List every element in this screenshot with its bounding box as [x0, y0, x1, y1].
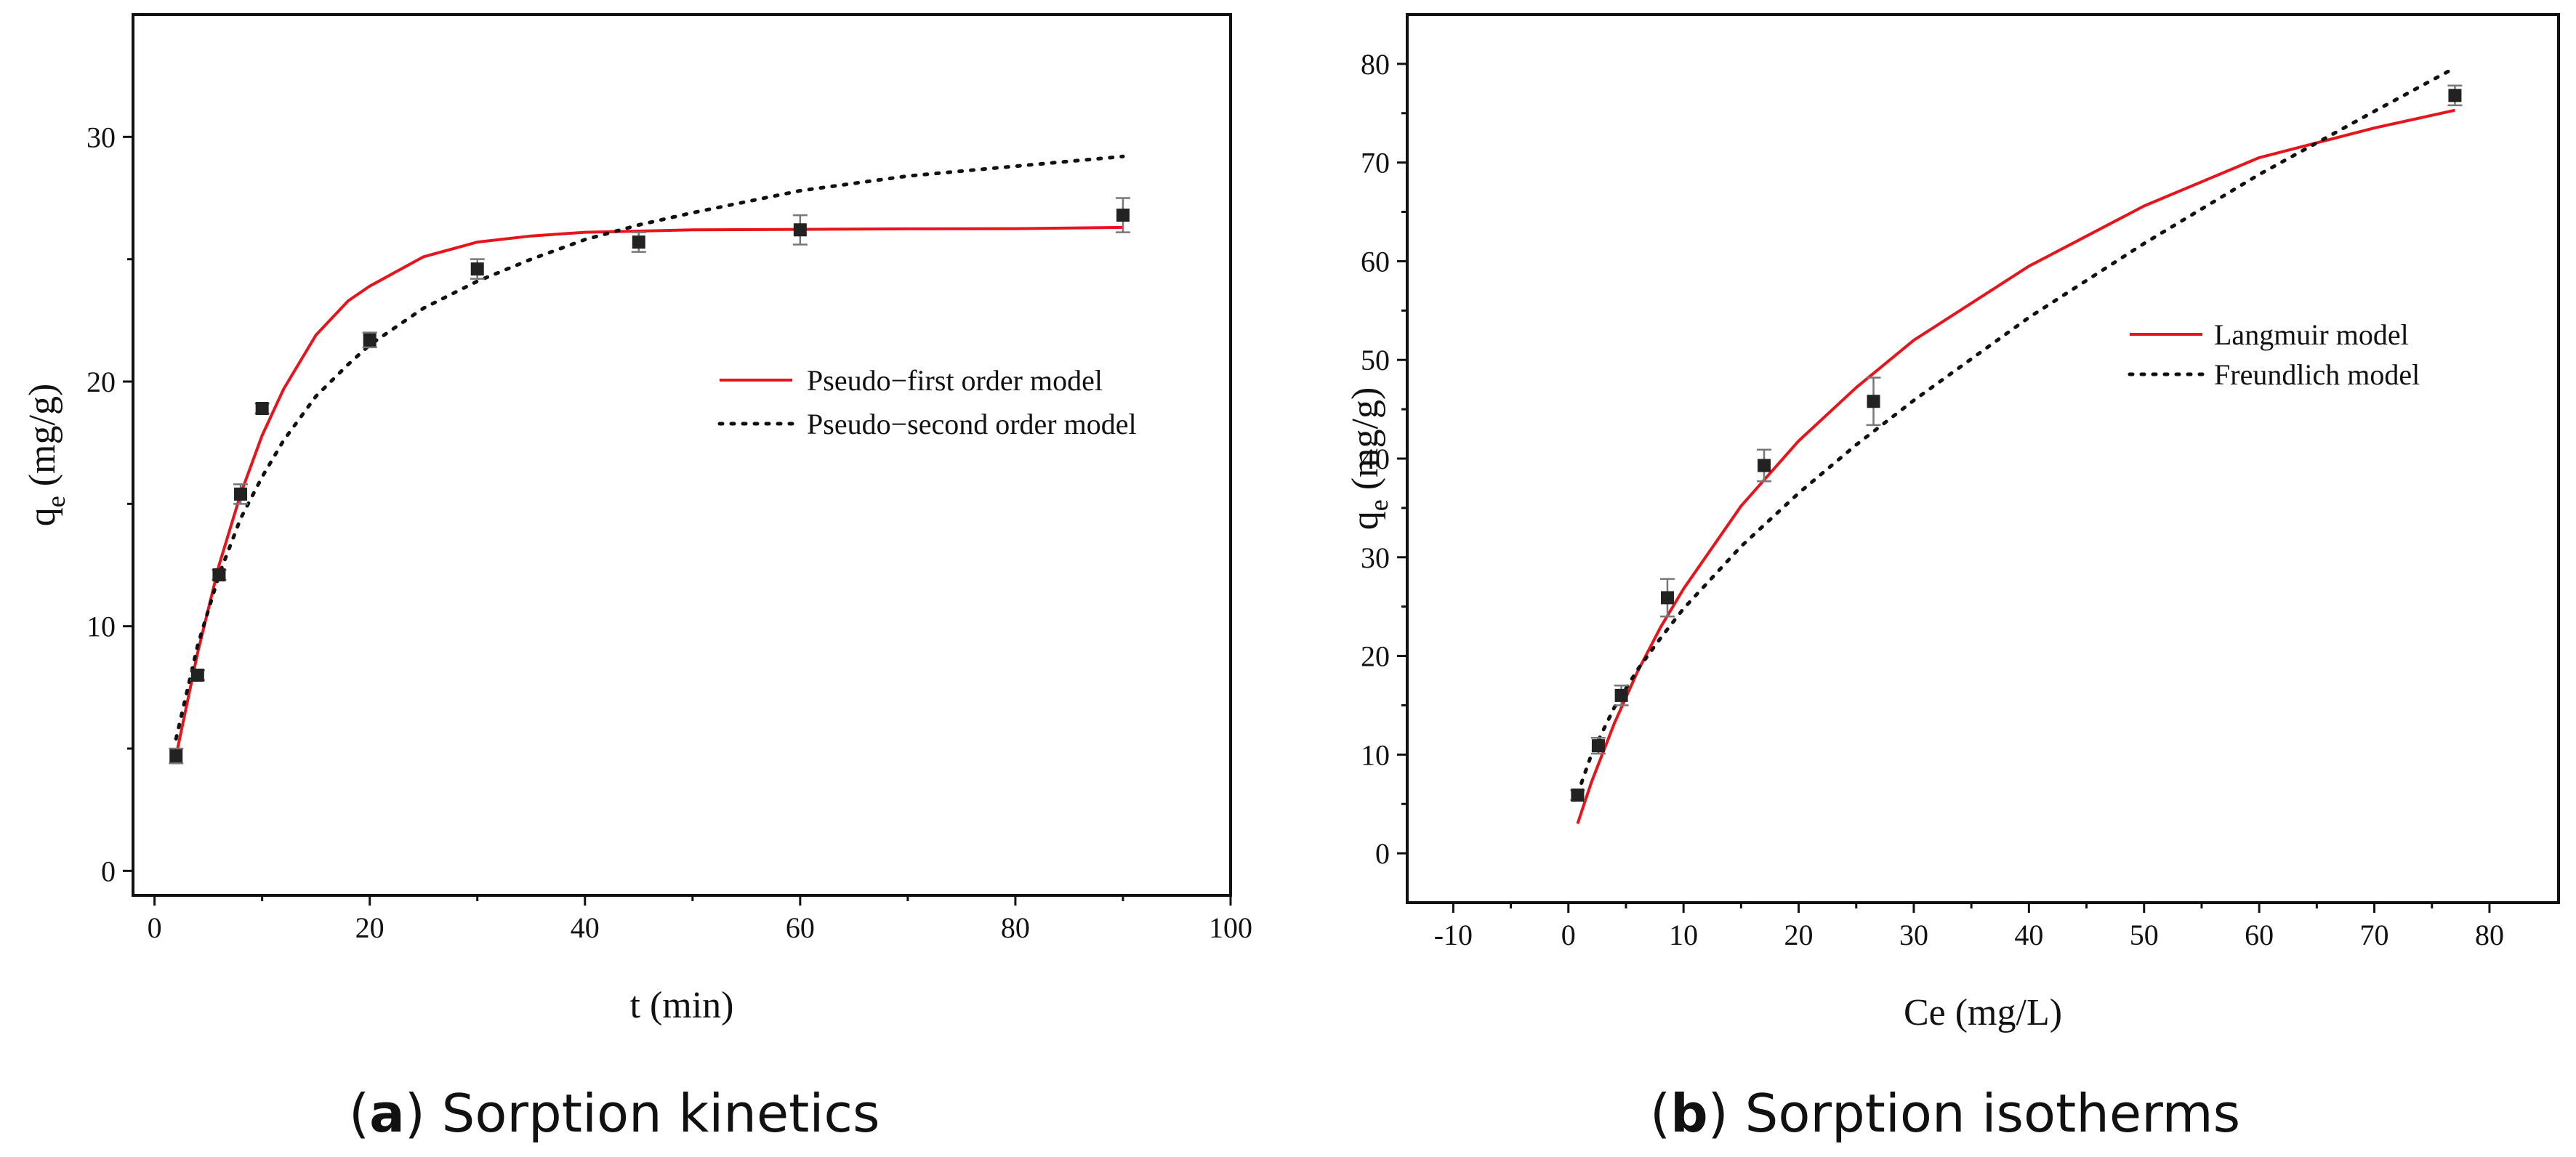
- y-tick-label: 60: [1361, 245, 1390, 278]
- y-tick-label: 50: [1361, 344, 1390, 376]
- y-tick-label: 10: [86, 610, 116, 643]
- data-point: [169, 749, 183, 763]
- x-tick-label: 30: [1899, 919, 1928, 951]
- legend-label-pfo: Pseudo−first order model: [807, 364, 1103, 397]
- x-tick-label: 0: [1561, 919, 1576, 951]
- model-curves: [1575, 65, 2457, 825]
- x-tick-label: 20: [1784, 919, 1814, 951]
- x-tick-label: 60: [786, 911, 815, 944]
- data-point: [470, 262, 484, 276]
- data-point: [793, 223, 807, 237]
- y-tick-label: 30: [1361, 541, 1390, 574]
- x-tick-label: 10: [1669, 919, 1698, 951]
- legend-label-freundlich: Freundlich model: [2214, 358, 2420, 391]
- x-tick-label: 80: [1001, 911, 1030, 944]
- data-points: [1570, 84, 2463, 802]
- panel-a-kinetics-chart: 0 20 40 60 80 100 0 10 20 30 Pseudo−first order m…: [22, 13, 1252, 1026]
- x-tick-label: 100: [1209, 911, 1252, 944]
- data-point: [255, 402, 269, 416]
- plot-frame: [132, 13, 1232, 897]
- x-tick-label: 20: [355, 911, 385, 944]
- dotted-model-curve: [1575, 65, 2457, 797]
- x-tick-label: 0: [148, 911, 162, 944]
- x-tick-label: 40: [2014, 919, 2043, 951]
- y-tick-label: 0: [101, 855, 116, 887]
- y-tick-label: 0: [1375, 837, 1390, 870]
- legend-label-pso: Pseudo−second order model: [807, 408, 1137, 440]
- data-point: [363, 333, 377, 347]
- data-point: [1660, 591, 1674, 605]
- legend: Pseudo−first order model Pseudo−second o…: [717, 364, 1137, 440]
- x-tick-label: 70: [2360, 919, 2389, 951]
- dotted-model-curve: [174, 154, 1125, 741]
- data-points: [169, 197, 1130, 765]
- x-tick-label: 60: [2245, 919, 2274, 951]
- x-tick-label: 40: [571, 911, 600, 944]
- caption-b: (b) Sorption isotherms: [1650, 1083, 2241, 1144]
- caption-a-text: Sorption kinetics: [424, 1083, 880, 1144]
- x-tick-label: -10: [1434, 919, 1473, 951]
- model-curves: [174, 154, 1125, 757]
- caption-b-text: Sorption isotherms: [1728, 1083, 2241, 1144]
- data-point: [1614, 688, 1628, 702]
- data-point: [1758, 459, 1771, 472]
- data-point: [1116, 209, 1130, 222]
- legend: Langmuir model Freundlich model: [2128, 318, 2420, 391]
- y-axis-label: qe (mg/g): [22, 384, 71, 527]
- solid-model-curve: [1576, 108, 2455, 825]
- y-tick-label: 40: [1361, 443, 1390, 475]
- x-tick-label: 80: [2475, 919, 2504, 951]
- caption-a: (a) Sorption kinetics: [349, 1083, 880, 1144]
- plot-frame: [1406, 13, 2560, 904]
- y-tick-label: 80: [1361, 48, 1390, 81]
- legend-label-langmuir: Langmuir model: [2214, 318, 2409, 351]
- caption-a-letter: a: [369, 1083, 405, 1144]
- y-tick-label: 20: [1361, 640, 1390, 673]
- x-axis-label: Ce (mg/L): [1904, 992, 2062, 1033]
- x-axis-label: t (min): [630, 985, 734, 1026]
- data-point: [234, 487, 248, 501]
- caption-b-letter: b: [1670, 1083, 1708, 1144]
- data-point: [1591, 739, 1605, 753]
- data-point: [632, 235, 645, 249]
- data-point: [1867, 395, 1880, 408]
- axis-ticks: -10 0 10 20 30 40 50 60 70 80 0 10 20 30 40 50 60 70 80: [1361, 48, 2504, 951]
- data-point: [1571, 789, 1585, 802]
- solid-model-curve: [174, 225, 1124, 757]
- y-axis-label: qe (mg/g): [1345, 387, 1393, 531]
- axis-ticks: 0 20 40 60 80 100 0 10 20 30: [86, 121, 1252, 944]
- y-tick-label: 20: [86, 366, 116, 398]
- y-tick-label: 70: [1361, 147, 1390, 180]
- y-tick-label: 10: [1361, 738, 1390, 771]
- y-tick-label: 30: [86, 121, 116, 153]
- x-tick-label: 50: [2130, 919, 2159, 951]
- data-point: [212, 568, 226, 581]
- data-point: [190, 669, 204, 682]
- data-point: [2448, 89, 2462, 102]
- panel-b-isotherms-chart: -10 0 10 20 30 40 50 60 70 80 0 10 20 30 40 50 60 70 80 La…: [1345, 13, 2560, 1033]
